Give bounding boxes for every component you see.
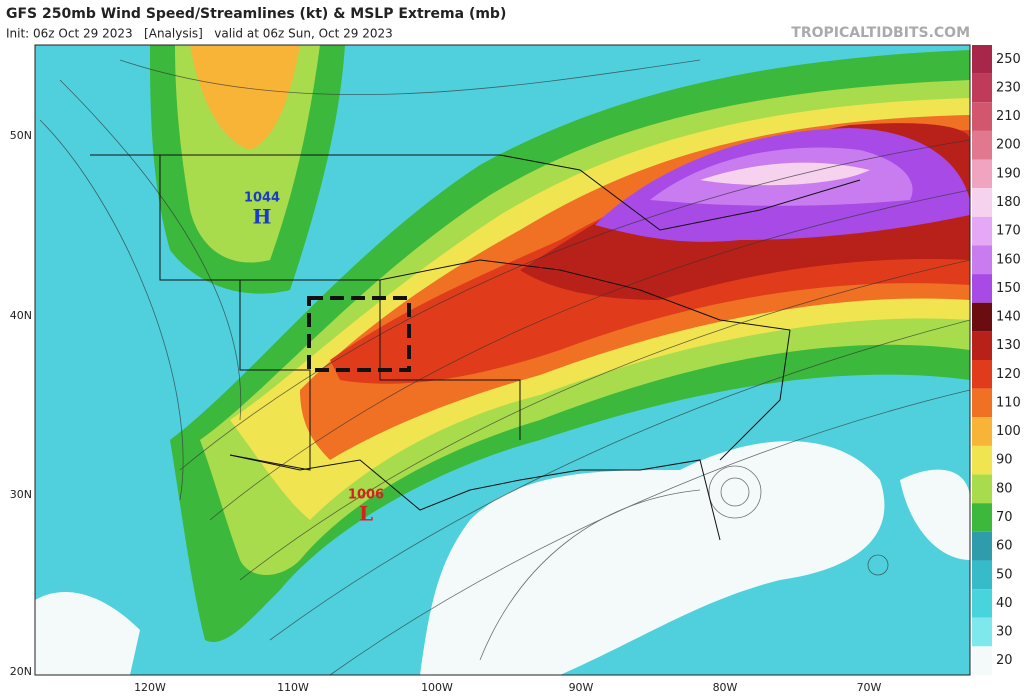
jet-north [190, 45, 300, 150]
pressure-symbol: H [253, 205, 272, 229]
colorbar-label: 160 [996, 252, 1021, 267]
latitude-label: 50N [10, 129, 32, 142]
colorbar-label: 80 [996, 481, 1013, 496]
colorbar-segment [972, 130, 992, 160]
calm-area [900, 469, 970, 560]
latitude-label: 40N [10, 309, 32, 322]
colorbar-label: 210 [996, 109, 1021, 124]
colorbar-segment [972, 216, 992, 246]
colorbar-segment [972, 159, 992, 189]
colorbar-label: 100 [996, 424, 1021, 439]
colorbar-segment [972, 560, 992, 590]
colorbar-segment [972, 102, 992, 131]
map-frame [34, 44, 971, 676]
colorbar-segment [972, 503, 992, 532]
map [35, 45, 970, 675]
colorbar-label: 30 [996, 625, 1013, 640]
pressure-symbol: L [359, 502, 373, 526]
longitude-label: 120W [134, 681, 166, 694]
highlight-box [307, 296, 411, 372]
colorbar-segment [972, 331, 992, 360]
colorbar-label: 60 [996, 539, 1013, 554]
colorbar-label: 120 [996, 367, 1021, 382]
pressure-value: 1006 [348, 488, 384, 503]
colorbar-label: 130 [996, 338, 1021, 353]
colorbar-segment [972, 73, 992, 103]
streamlines [39, 59, 970, 675]
subtitle: Init: 06z Oct 29 2023 [Analysis] valid a… [6, 27, 393, 41]
colorbar-label: 200 [996, 138, 1021, 153]
colorbar-label: 190 [996, 166, 1021, 181]
latitude-label: 20N [10, 665, 32, 678]
colorbar-segment [972, 245, 992, 275]
colorbar-segment [972, 302, 992, 332]
colorbar-segment [972, 531, 992, 561]
colorbar-label: 180 [996, 195, 1021, 210]
borders [90, 154, 861, 541]
colorbar-segment [972, 646, 992, 675]
colorbar-segment [972, 617, 992, 647]
colorbar-segment [972, 274, 992, 303]
colorbar-label: 150 [996, 281, 1021, 296]
colorbar-label: 230 [996, 80, 1021, 95]
latitude-label: 30N [10, 488, 32, 501]
calm-area [420, 441, 885, 675]
longitude-label: 70W [857, 681, 882, 694]
colorbar-label: 70 [996, 510, 1013, 525]
longitude-label: 100W [421, 681, 453, 694]
longitude-label: 110W [277, 681, 309, 694]
colorbar-segment [972, 188, 992, 217]
credit: TROPICALTIDBITS.COM [791, 25, 970, 41]
pressure-value: 1044 [244, 191, 280, 206]
longitude-label: 80W [713, 681, 738, 694]
colorbar-label: 250 [996, 52, 1021, 67]
title: GFS 250mb Wind Speed/Streamlines (kt) & … [6, 6, 506, 22]
colorbar-segment [972, 417, 992, 446]
colorbar-label: 90 [996, 453, 1013, 468]
calm-area [35, 591, 140, 675]
colorbar-segment [972, 589, 992, 618]
colorbar-label: 140 [996, 310, 1021, 325]
colorbar-label: 20 [996, 653, 1013, 668]
colorbar-segment [972, 474, 992, 504]
jet-max [700, 162, 870, 186]
colorbar-label: 170 [996, 224, 1021, 239]
colorbar-segment [972, 445, 992, 475]
colorbar-label: 110 [996, 395, 1021, 410]
longitude-label: 90W [569, 681, 594, 694]
colorbar-label: 50 [996, 567, 1013, 582]
colorbar-segment [972, 45, 992, 74]
colorbar-label: 40 [996, 596, 1013, 611]
colorbar-segment [972, 388, 992, 418]
colorbar-segment [972, 360, 992, 389]
